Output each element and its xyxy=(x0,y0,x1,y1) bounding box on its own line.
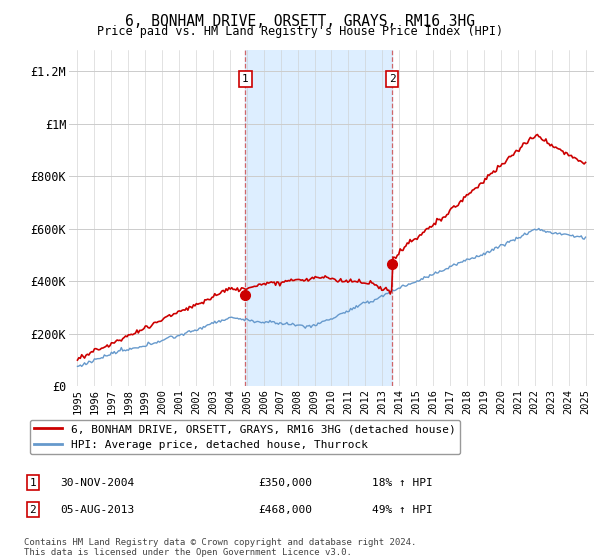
Legend: 6, BONHAM DRIVE, ORSETT, GRAYS, RM16 3HG (detached house), HPI: Average price, d: 6, BONHAM DRIVE, ORSETT, GRAYS, RM16 3HG… xyxy=(29,419,460,454)
Text: 49% ↑ HPI: 49% ↑ HPI xyxy=(372,505,433,515)
Text: Contains HM Land Registry data © Crown copyright and database right 2024.
This d: Contains HM Land Registry data © Crown c… xyxy=(24,538,416,557)
Text: 2: 2 xyxy=(29,505,37,515)
Text: 1: 1 xyxy=(242,74,249,84)
Bar xyxy=(245,50,392,386)
Text: Price paid vs. HM Land Registry's House Price Index (HPI): Price paid vs. HM Land Registry's House … xyxy=(97,25,503,38)
Text: 2: 2 xyxy=(389,74,395,84)
Text: 05-AUG-2013: 05-AUG-2013 xyxy=(60,505,134,515)
Text: £468,000: £468,000 xyxy=(258,505,312,515)
Text: 1: 1 xyxy=(29,478,37,488)
Text: £350,000: £350,000 xyxy=(258,478,312,488)
Text: 30-NOV-2004: 30-NOV-2004 xyxy=(60,478,134,488)
Text: 6, BONHAM DRIVE, ORSETT, GRAYS, RM16 3HG: 6, BONHAM DRIVE, ORSETT, GRAYS, RM16 3HG xyxy=(125,14,475,29)
Text: 18% ↑ HPI: 18% ↑ HPI xyxy=(372,478,433,488)
